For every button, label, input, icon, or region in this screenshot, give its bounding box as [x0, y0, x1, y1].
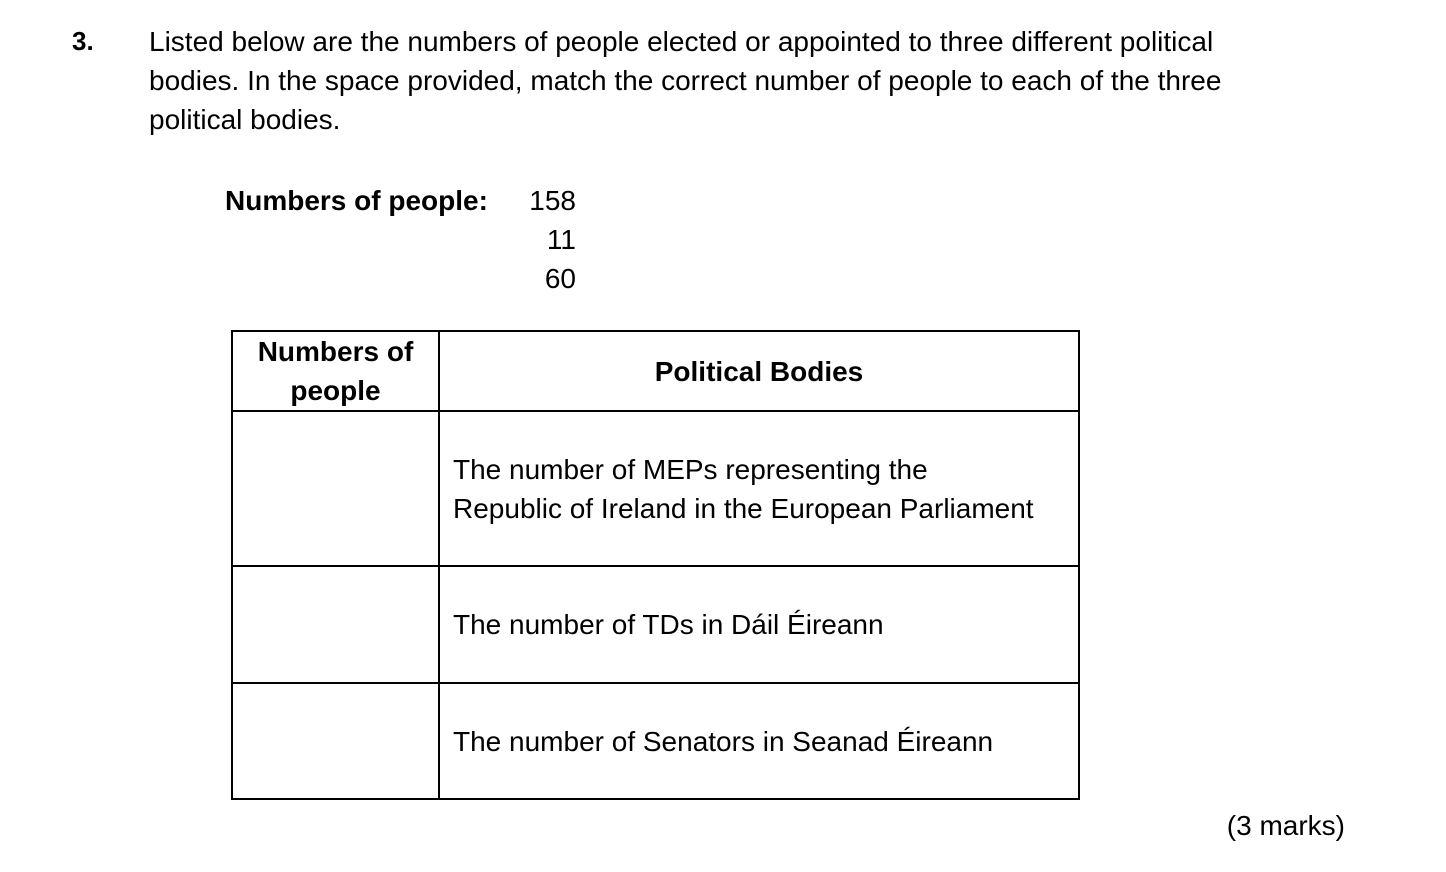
numbers-list: 158 11 60: [500, 181, 576, 298]
political-body-tds: The number of TDs in Dáil Éireann: [438, 565, 1080, 684]
table-row: The number of Senators in Seanad Éireann: [231, 682, 1080, 800]
marks-label: (3 marks): [1226, 810, 1345, 841]
body-line: The number of MEPs representing the: [453, 453, 928, 485]
political-body-meps: The number of MEPs representing the Repu…: [438, 410, 1080, 567]
question-line: Listed below are the numbers of people e…: [149, 26, 1214, 57]
body-line: The number of TDs in Dáil Éireann: [453, 609, 884, 640]
matching-table: Numbers of people Political Bodies The n…: [231, 330, 1080, 800]
header-numbers-of-people: Numbers of people: [231, 330, 440, 412]
political-body-senators: The number of Senators in Seanad Éireann: [438, 682, 1080, 800]
header-political-bodies: Political Bodies: [438, 330, 1080, 412]
table-row: The number of MEPs representing the Repu…: [231, 410, 1080, 567]
question-number: 3.: [72, 26, 94, 56]
number-option: 158: [529, 185, 576, 216]
question-line: bodies. In the space provided, match the…: [149, 65, 1222, 96]
table-header-row: Numbers of people Political Bodies: [231, 330, 1080, 412]
number-option: 60: [544, 263, 576, 294]
question-text: Listed below are the numbers of people e…: [149, 22, 1349, 139]
table-row: The number of TDs in Dáil Éireann: [231, 565, 1080, 684]
question-line: political bodies.: [149, 104, 341, 135]
body-line: The number of Senators in Seanad Éireann: [453, 725, 994, 757]
body-line: Republic of Ireland in the European Parl…: [453, 492, 1034, 524]
answer-cell-senators[interactable]: [231, 682, 440, 800]
number-option: 11: [546, 224, 576, 255]
numbers-label: Numbers of people:: [225, 185, 488, 216]
answer-cell-meps[interactable]: [231, 410, 440, 567]
answer-cell-tds[interactable]: [231, 565, 440, 684]
